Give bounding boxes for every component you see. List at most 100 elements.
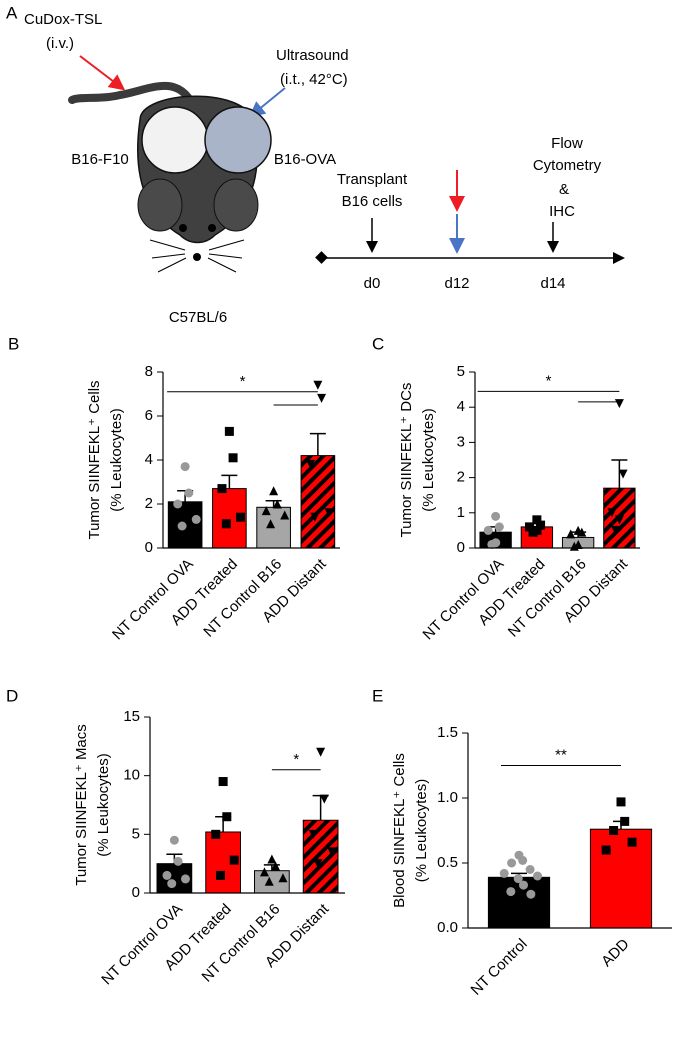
bar (589, 828, 653, 929)
bar (302, 819, 339, 894)
data-point (506, 887, 516, 897)
x-tick-label: NT Control (468, 936, 531, 999)
y-axis-label: Tumor SIINFEKL⁺ Cells (86, 380, 103, 539)
data-point (180, 874, 190, 884)
data-point (184, 488, 194, 498)
y-tick-label: 0 (145, 539, 153, 556)
data-point (264, 876, 274, 886)
data-point (528, 527, 538, 537)
data-point (235, 512, 245, 522)
y-tick-label: 4 (145, 451, 153, 468)
mouse (68, 81, 272, 273)
data-point (218, 777, 228, 787)
y-tick-label: 0.0 (437, 919, 458, 936)
data-point (499, 868, 509, 878)
y-tick-label: 0 (457, 539, 465, 556)
data-point (261, 506, 271, 516)
data-point (224, 426, 234, 436)
panel-label: B (8, 334, 19, 353)
x-tick-label: NT Control B16 (200, 556, 285, 641)
ultrasound-cond: (i.t., 42°C) (280, 71, 348, 88)
day-label: d0 (364, 275, 381, 292)
data-point (180, 462, 190, 472)
error-bar (309, 432, 326, 456)
y-axis-label: Blood SIINFEKL⁺ Cells (391, 753, 408, 908)
drug-route: (i.v.) (46, 35, 74, 52)
ultrasound-arrow (248, 87, 286, 118)
y-tick-label: 3 (457, 433, 465, 450)
bar (487, 876, 551, 929)
data-point (222, 812, 232, 822)
y-tick-label: 15 (123, 708, 140, 725)
error-bar (265, 499, 282, 508)
ultrasound-label: Ultrasound (276, 47, 349, 64)
data-point (324, 508, 334, 518)
data-point (618, 469, 628, 479)
bar (300, 455, 336, 549)
data-point (317, 393, 327, 403)
data-point (319, 794, 329, 804)
left-tumor-label: B16-F10 (71, 151, 129, 168)
data-point (167, 879, 177, 889)
error-bar (221, 474, 238, 489)
drug-arrow (79, 55, 126, 91)
y-tick-label: 10 (123, 767, 140, 784)
data-point (173, 856, 183, 866)
data-point (259, 867, 269, 877)
strain-label: C57BL/6 (169, 309, 227, 326)
data-point (191, 514, 201, 524)
data-point (313, 859, 323, 869)
data-point (310, 512, 320, 522)
event-text: B16 cells (342, 193, 403, 210)
y-tick-label: 1.0 (437, 789, 458, 806)
y-tick-label: 2 (145, 495, 153, 512)
significance-label: * (546, 372, 552, 389)
data-point (518, 855, 528, 865)
data-point (566, 529, 576, 539)
timeline (315, 170, 625, 264)
data-point (308, 829, 318, 839)
data-point (601, 845, 611, 855)
data-point (327, 847, 337, 857)
data-point (611, 525, 621, 535)
data-point (221, 519, 231, 529)
data-point (229, 855, 239, 865)
panel-label: E (372, 686, 383, 705)
data-point (616, 797, 626, 807)
data-point (615, 515, 625, 525)
x-tick-label: NT Control OVA (109, 556, 197, 644)
y-tick-label: 1 (457, 504, 465, 521)
day-label: d12 (444, 275, 469, 292)
y-tick-label: 6 (145, 407, 153, 424)
data-point (607, 508, 617, 518)
data-point (278, 873, 288, 883)
data-point (491, 511, 501, 521)
event-text: Transplant (337, 171, 408, 188)
panel-label: C (372, 334, 384, 353)
event-text: & (559, 181, 569, 198)
data-point (609, 826, 619, 835)
data-point (269, 486, 279, 496)
data-point (305, 459, 315, 469)
data-point (507, 858, 517, 868)
error-bar (611, 459, 628, 489)
data-point (228, 453, 238, 463)
right-tumor-label: B16-OVA (274, 151, 336, 168)
data-point (313, 380, 323, 390)
event-text: Cytometry (533, 157, 602, 174)
data-point (620, 816, 630, 826)
y-tick-label: 5 (457, 363, 465, 380)
panel-label: A (6, 3, 18, 22)
x-tick-label: NT Control OVA (98, 901, 186, 989)
data-point (173, 499, 183, 509)
y-tick-label: 1.5 (437, 724, 458, 741)
day-label: d14 (540, 275, 565, 292)
data-point (518, 880, 528, 890)
data-point (483, 525, 493, 535)
data-point (215, 870, 225, 880)
y-tick-label: 0 (132, 884, 140, 901)
data-point (316, 747, 326, 757)
y-tick-label: 8 (145, 363, 153, 380)
significance-label: ** (555, 746, 567, 763)
data-point (494, 522, 504, 532)
